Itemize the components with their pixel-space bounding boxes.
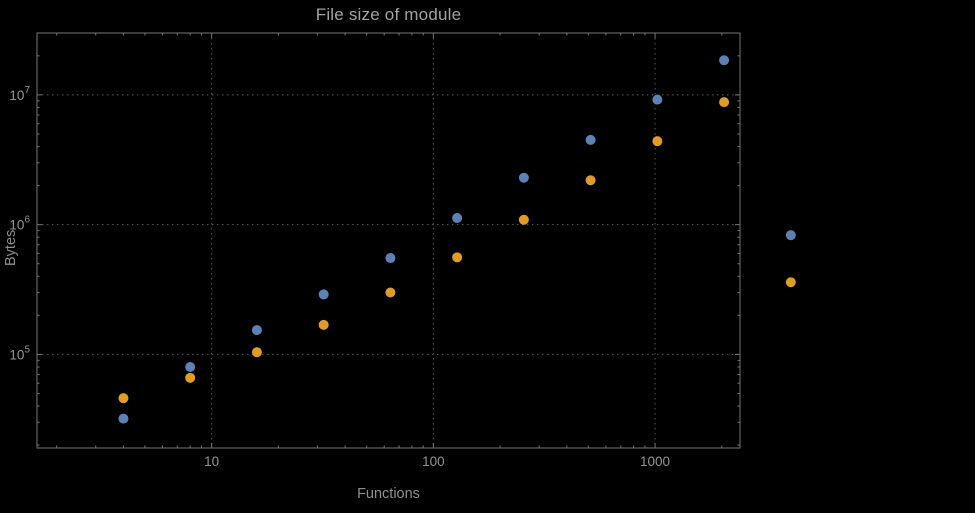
y-tick-exponent: 7 (24, 85, 30, 96)
y-tick-label: 105 (9, 344, 30, 362)
plot-frame (36, 32, 741, 449)
data-point-series-1 (719, 55, 730, 66)
data-point-series-1 (385, 253, 396, 264)
data-point-series-1 (785, 230, 796, 241)
data-point-series-1 (518, 172, 529, 183)
data-point-series-2 (652, 136, 663, 147)
data-point-series-2 (118, 393, 129, 404)
y-tick-label: 107 (9, 85, 30, 103)
chart-title: File size of module (315, 5, 462, 24)
data-point-series-2 (585, 175, 596, 186)
data-point-series-1 (652, 94, 663, 105)
data-point-series-2 (318, 319, 329, 330)
data-point-series-2 (452, 252, 463, 263)
data-point-series-2 (385, 287, 396, 298)
x-tick-label: 10 (204, 454, 219, 469)
data-point-series-1 (585, 134, 596, 145)
data-point-series-1 (185, 361, 196, 372)
data-point-series-1 (251, 325, 262, 336)
y-tick-exponent: 5 (24, 344, 30, 355)
data-point-series-1 (318, 289, 329, 300)
y-axis-label: Bytes (3, 229, 19, 266)
data-point-series-1 (452, 213, 463, 224)
data-point-series-2 (251, 347, 262, 358)
data-point-series-2 (785, 277, 796, 288)
data-point-series-2 (518, 214, 529, 225)
data-point-series-1 (118, 413, 129, 424)
x-tick-label: 1000 (640, 454, 670, 469)
y-tick-exponent: 6 (24, 215, 30, 226)
x-axis-label: Functions (357, 486, 420, 502)
data-point-series-2 (185, 372, 196, 383)
data-point-series-2 (719, 97, 730, 108)
x-tick-label: 100 (422, 454, 445, 469)
